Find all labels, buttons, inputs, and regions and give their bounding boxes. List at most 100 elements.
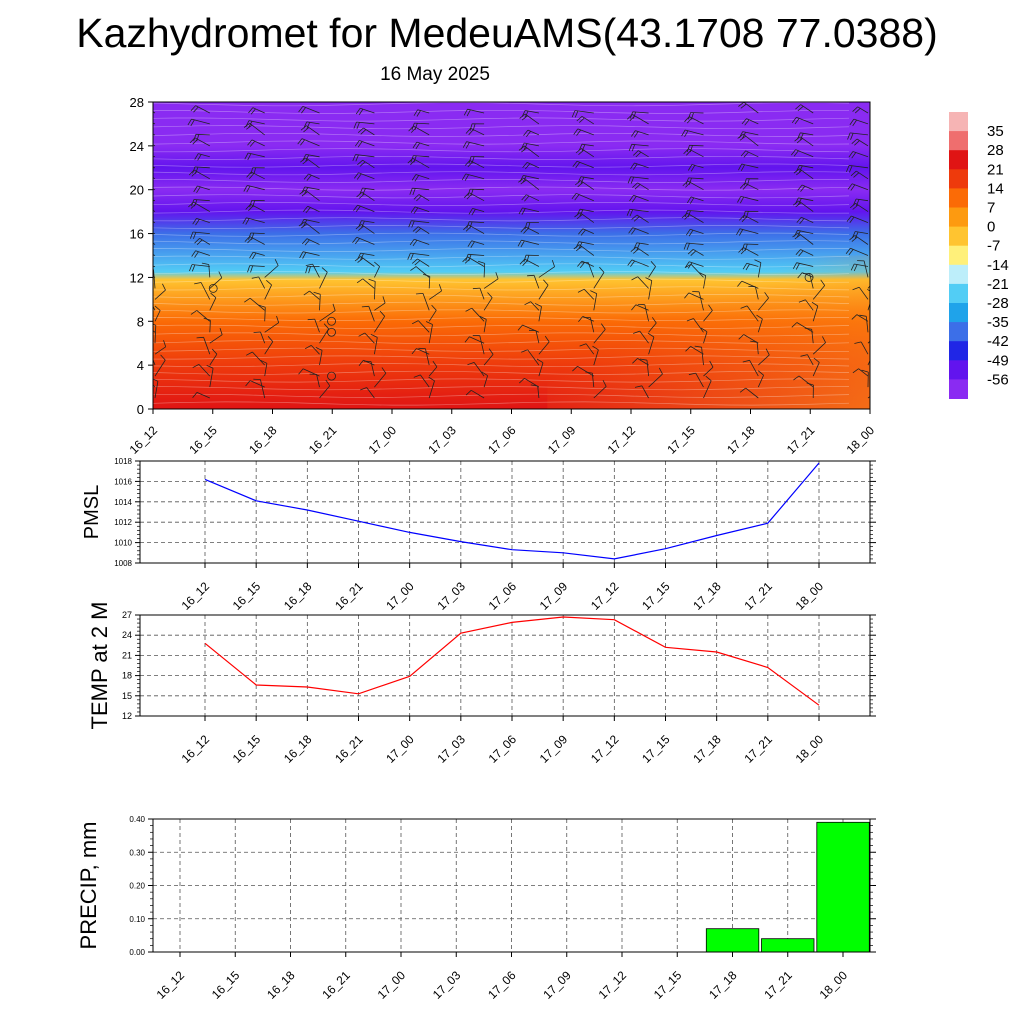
wind-barb-flag [811, 301, 819, 307]
wind-barb-staff [420, 374, 430, 388]
wind-barb-staff [307, 205, 320, 212]
wind-barb-flag [266, 279, 272, 286]
contour-line [153, 340, 850, 345]
wind-barb-staff [580, 176, 594, 180]
wind-barb-staff [470, 127, 485, 136]
wind-barb-flag [633, 131, 639, 138]
wind-barb-flag [855, 199, 860, 206]
wind-barb-flag [523, 143, 528, 150]
wind-barb-staff [301, 138, 320, 147]
contour-line [153, 232, 850, 237]
wind-barb-flag [356, 173, 362, 180]
contour-line [153, 209, 850, 214]
wind-barb-staff [578, 241, 594, 245]
wind-barb-flag [141, 206, 146, 211]
wind-barb-staff [196, 310, 211, 322]
wind-barb-staff [428, 276, 431, 289]
wind-barb-staff [249, 265, 265, 267]
colorbar-swatch [949, 360, 968, 380]
wind-barb-flag [307, 318, 315, 321]
wind-barb-flag [850, 263, 855, 271]
y-tick-label: 27 [122, 610, 132, 620]
wind-barb-staff [364, 332, 375, 344]
wind-barb-staff [695, 372, 704, 388]
wind-barb-staff [850, 132, 869, 136]
wind-barb-flag [741, 243, 745, 251]
wind-barb-staff [471, 240, 485, 245]
wind-barb-flag [381, 367, 387, 374]
wind-barb-flag [738, 163, 743, 171]
wind-barb-flag [298, 368, 304, 375]
wind-barb-flag [796, 216, 802, 223]
wind-barb-flag [244, 152, 249, 160]
wind-barb-flag [798, 250, 804, 257]
wind-barb-flag [211, 348, 218, 355]
wind-barb-flag [632, 358, 638, 364]
wind-barb-staff [251, 171, 265, 180]
wind-barbs [138, 102, 870, 399]
wind-barb-flag [743, 151, 749, 158]
wind-barb-flag [359, 161, 366, 167]
wind-barb-flag [796, 230, 801, 238]
wind-barb-flag [358, 193, 365, 199]
wind-barb-flag [740, 103, 747, 109]
wind-barb-staff [797, 232, 814, 245]
wind-barb-staff [524, 142, 539, 147]
wind-barb-flag [196, 186, 201, 194]
wind-barb-flag [631, 228, 636, 235]
wind-barb-flag [300, 139, 306, 146]
precip-bar [705, 928, 760, 953]
heatmap-chart: 0 4 8 12 16 20 24 28 16_12 16_15 16_18 16_21 17_00 17… [127, 95, 878, 457]
wind-barb-flag [352, 237, 358, 244]
wind-barb-flag [576, 214, 583, 220]
wind-barb-flag [479, 316, 487, 320]
wind-barb-flag [252, 252, 257, 260]
wind-barb-staff [198, 364, 211, 377]
wind-barb-flag [574, 194, 580, 201]
contour-line [153, 386, 850, 391]
contour-line [153, 255, 850, 260]
wind-barb-staff [641, 385, 649, 399]
wind-barb-flag [190, 310, 198, 315]
wind-barb-flag [301, 186, 306, 194]
y-tick-label: 1012 [114, 518, 132, 527]
contour-line [153, 317, 850, 322]
wind-barb-flag [471, 156, 475, 164]
wind-barb-flag [689, 197, 695, 204]
wind-barb-flag [252, 200, 256, 208]
wind-barb-staff [195, 133, 210, 136]
wind-barb-flag [794, 197, 799, 205]
wind-barb-flag [741, 216, 747, 223]
wind-barb-flag [465, 390, 472, 396]
wind-barb-flag [411, 174, 417, 181]
wind-barb-staff [319, 294, 321, 311]
precip-bar [761, 938, 815, 953]
wind-barb-flag [356, 191, 363, 198]
wind-barb-staff [801, 184, 814, 191]
wind-barb-staff [703, 310, 713, 322]
precip-chart: 0.00 0.10 0.20 0.30 0.40 16_12 16_15 16_18 16_21… [76, 815, 876, 1002]
wind-barb-staff [197, 185, 210, 191]
wind-barb-staff [363, 127, 375, 136]
wind-barb-flag [138, 166, 141, 173]
plot-frame [139, 460, 871, 564]
contour-line [153, 125, 850, 130]
y-tick-label: 1018 [114, 457, 132, 466]
pmsl-chart: 1008 1010 1012 1014 1016 1018 16_12 16_15 16_18 1… [81, 457, 876, 613]
y-tick-label: 4 [137, 358, 144, 373]
wind-barb-flag [193, 106, 199, 113]
wind-barb-flag [793, 375, 800, 381]
wind-barb-flag [467, 362, 475, 366]
wind-barb-flag [686, 243, 690, 250]
wind-barb-flag [466, 109, 471, 117]
colorbar-swatch [949, 303, 968, 323]
wind-barb-staff [798, 375, 814, 388]
wind-barb-staff [470, 188, 485, 191]
wind-barb-flag [599, 266, 605, 273]
wind-barb-staff [428, 366, 438, 377]
wind-barb-staff [196, 218, 210, 223]
wind-barb-flag [690, 250, 696, 256]
wind-barb-flag [687, 262, 693, 269]
wind-barb-flag [353, 121, 357, 129]
y-tick-label: 12 [130, 270, 144, 285]
